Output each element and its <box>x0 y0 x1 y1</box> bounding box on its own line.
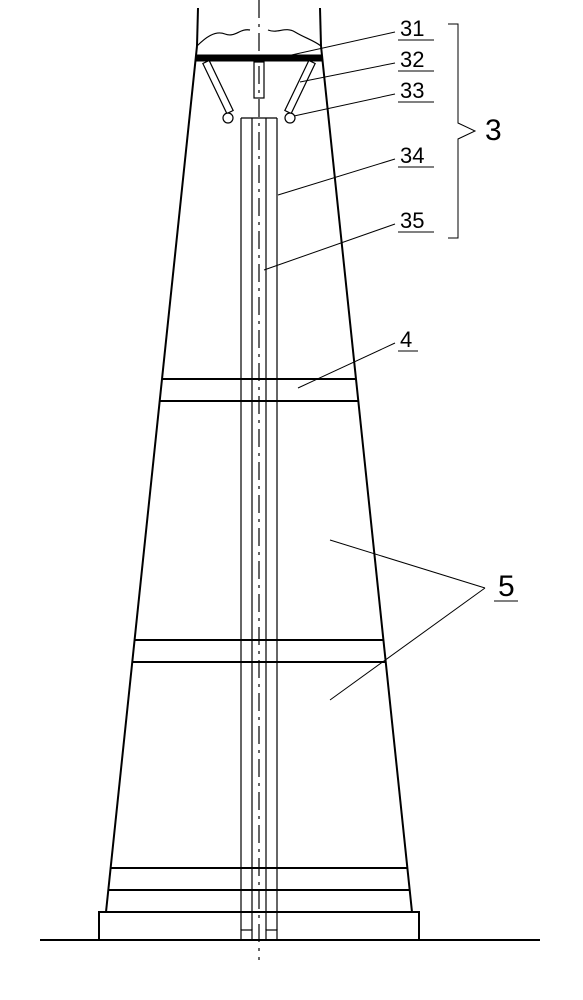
tower-upper-left <box>197 8 198 46</box>
leader-35 <box>264 224 395 270</box>
tower-side-right <box>321 46 412 912</box>
leader-31 <box>278 32 395 58</box>
leader-4 <box>298 343 395 388</box>
leader-5-0 <box>330 540 485 588</box>
pivot-right <box>285 113 295 123</box>
label-32: 32 <box>400 47 424 72</box>
label-33: 33 <box>400 78 424 103</box>
break-line-right <box>268 30 321 46</box>
label-5: 5 <box>498 570 515 603</box>
break-line-left <box>197 30 250 46</box>
label-31: 31 <box>400 16 424 41</box>
leader-5-1 <box>330 588 485 700</box>
strut-right <box>285 60 315 113</box>
label-34: 34 <box>400 143 424 168</box>
tower-side-left <box>106 46 197 912</box>
label-4: 4 <box>400 327 412 352</box>
top-plate <box>196 55 322 61</box>
tower-upper-right <box>320 8 321 46</box>
pivot-left <box>223 113 233 123</box>
bracket-3 <box>448 24 475 238</box>
strut-left <box>203 60 233 113</box>
tube-foot-1 <box>266 930 277 940</box>
label-3: 3 <box>485 114 502 147</box>
label-35: 35 <box>400 208 424 233</box>
leader-33 <box>294 94 395 116</box>
tube-foot-0 <box>241 930 252 940</box>
